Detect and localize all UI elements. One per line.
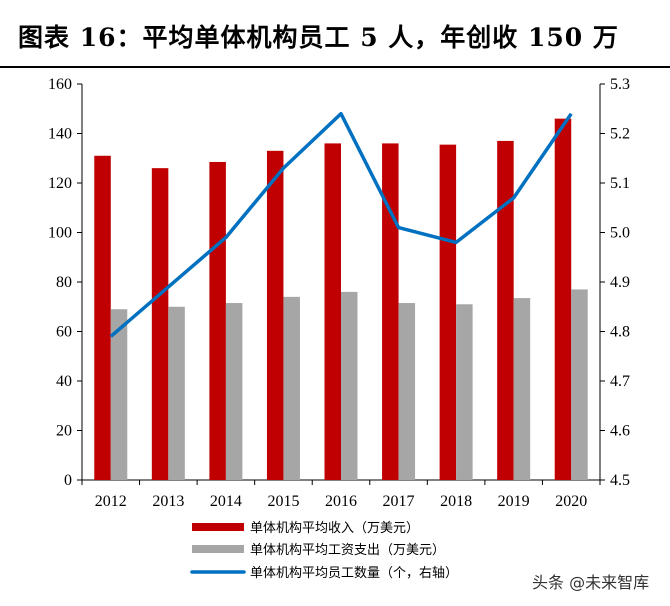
revenue-bar [554,118,572,481]
salary-bar [110,309,128,480]
salary-bar [225,303,243,480]
legend-swatch [192,545,244,553]
x-tick-label: 2017 [383,493,415,510]
salary-bar [341,291,358,480]
x-tick-label: 2020 [555,493,587,510]
revenue-bar [439,144,457,480]
x-tick-label: 2015 [267,493,299,510]
left-tick-label: 140 [48,126,72,143]
right-tick-label: 4.8 [610,324,630,341]
right-tick-label: 5.3 [610,76,630,93]
x-tick-label: 2016 [325,493,357,510]
salary-bar [571,289,588,480]
salary-bar [283,296,300,480]
right-tick-label: 4.6 [610,423,630,440]
right-tick-label: 5.1 [610,175,630,192]
title-rule [0,66,670,68]
revenue-bar [209,161,226,480]
right-tick-label: 4.9 [610,274,630,291]
salary-bar [398,303,416,480]
salary-bar [513,298,531,480]
right-tick-label: 4.7 [610,373,630,390]
x-tick-label: 2012 [95,493,127,510]
legend-label: 单体机构平均员工数量（个，右轴） [250,566,458,581]
x-tick-label: 2019 [498,493,530,510]
revenue-bar [382,143,399,480]
salary-bar [168,306,185,480]
legend-swatch [192,523,244,531]
chart-title: 图表 16：平均单体机构员工 5 人，年创收 150 万 [18,23,619,52]
revenue-bar [497,140,514,481]
left-tick-label: 100 [48,225,72,242]
revenue-bar [151,168,169,480]
left-tick-label: 60 [56,324,72,341]
revenue-bar [324,143,341,480]
left-tick-label: 80 [56,274,72,291]
legend-label: 单体机构平均工资支出（万美元） [250,543,445,558]
right-tick-label: 5.0 [610,225,630,242]
left-tick-label: 40 [56,373,72,390]
right-tick-label: 4.5 [610,472,630,489]
revenue-bar [266,150,284,480]
left-tick-label: 20 [56,423,72,440]
legend-label: 单体机构平均收入（万美元） [250,521,419,536]
left-tick-label: 120 [48,175,72,192]
left-tick-label: 160 [48,76,72,93]
revenue-bar [94,155,111,480]
salary-bar [456,304,473,480]
x-tick-label: 2018 [440,493,472,510]
x-tick-label: 2013 [152,493,184,510]
right-tick-label: 5.2 [610,126,630,143]
watermark: 头条 @未来智库 [532,573,649,592]
left-tick-label: 0 [64,472,72,489]
x-tick-label: 2014 [210,493,242,510]
